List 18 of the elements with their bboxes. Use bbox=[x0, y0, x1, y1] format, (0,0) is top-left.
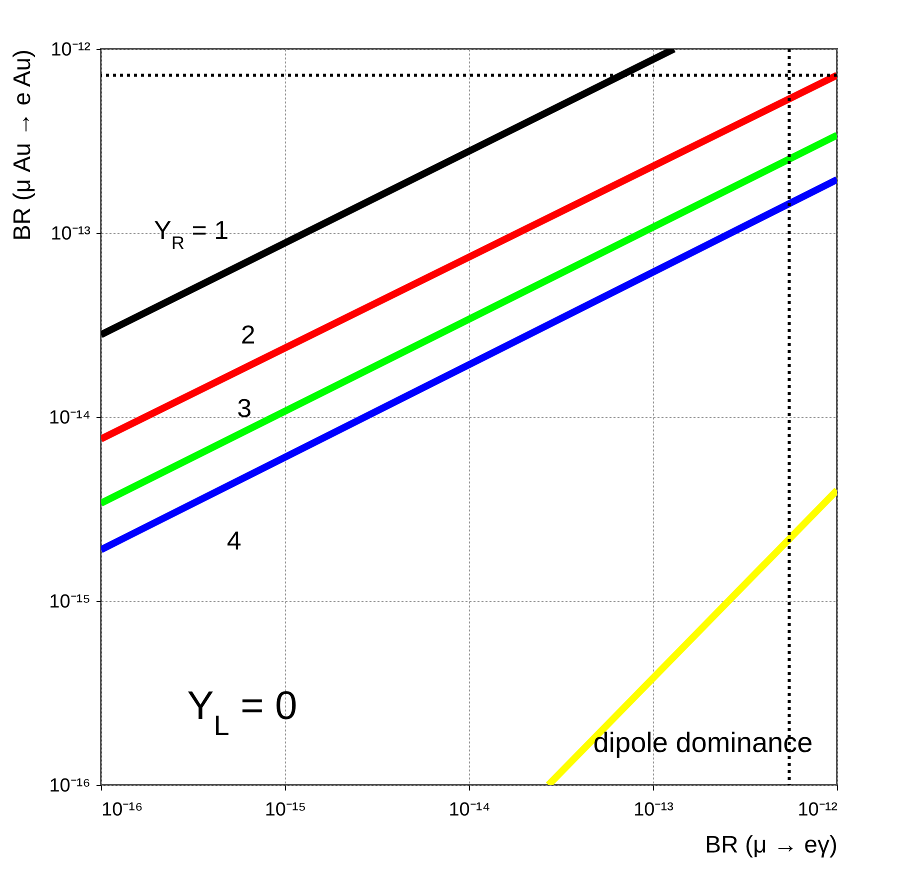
annotation: dipole dominance bbox=[593, 726, 813, 758]
annotation: 2 bbox=[240, 319, 256, 350]
annotation: Y$_{L}$ = 0 bbox=[187, 684, 298, 740]
y-tick-label: 10⁻¹² bbox=[50, 40, 90, 60]
x-tick-label: 10⁻¹³ bbox=[634, 800, 674, 820]
x-tick-label: 10⁻¹⁶ bbox=[102, 800, 143, 820]
y-tick-label: 10⁻¹⁴ bbox=[48, 408, 90, 428]
annotation: 3 bbox=[237, 393, 252, 423]
annotation: Y$_{R}$ = 1 bbox=[154, 214, 229, 253]
x-tick-label: 10⁻¹⁵ bbox=[264, 800, 306, 820]
annotation: 4 bbox=[226, 525, 242, 556]
y-tick-label: 10⁻¹⁶ bbox=[49, 776, 90, 796]
x-tick-label: 10⁻¹² bbox=[798, 800, 838, 820]
x-axis-title: BR (μ → eγ) bbox=[704, 832, 838, 858]
x-tick-label: 10⁻¹⁴ bbox=[448, 800, 490, 820]
y-tick-label: 10⁻¹³ bbox=[50, 224, 90, 244]
y-tick-label: 10⁻¹⁵ bbox=[49, 592, 90, 612]
y-axis-title: BR (μ Au → e Au) bbox=[8, 50, 36, 241]
